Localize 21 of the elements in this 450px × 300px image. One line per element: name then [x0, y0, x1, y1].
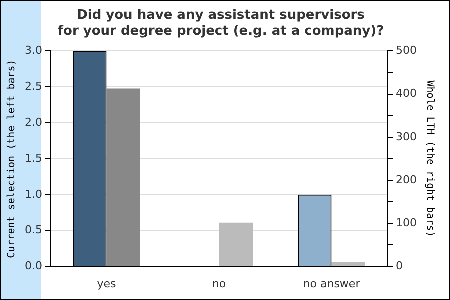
- y-tick-label: 1.5: [24, 152, 42, 165]
- x-tick-label: no answer: [303, 277, 361, 290]
- y2-tick-label: 200: [396, 173, 418, 186]
- y-tick-label: 0.0: [24, 260, 42, 273]
- y-tick-label: 0.5: [24, 224, 42, 237]
- chart-title: Did you have any assistant supervisors for your degree project (e.g. at a company)?: [58, 8, 384, 39]
- bar: [219, 222, 253, 266]
- y2-axis-title: Whole LTH (the right bars): [424, 80, 436, 238]
- y-tick-label: 3.0: [24, 44, 42, 58]
- y-tick-label: 1.0: [24, 188, 42, 201]
- y2-tick-label: 300: [396, 130, 418, 144]
- y2-tick-label: 500: [396, 44, 418, 58]
- x-tick-label: yes: [97, 277, 117, 290]
- x-tick-label: no: [212, 277, 226, 290]
- y-tick-label: 2.0: [24, 116, 42, 129]
- y-axis-title: Current selection (the left bars): [6, 60, 18, 258]
- bar: [332, 262, 366, 266]
- y-tick-label: 2.5: [24, 80, 42, 93]
- y2-tick-label: 100: [396, 216, 418, 230]
- y2-tick-label: 0: [396, 260, 404, 273]
- y2-tick-label: 400: [396, 87, 418, 100]
